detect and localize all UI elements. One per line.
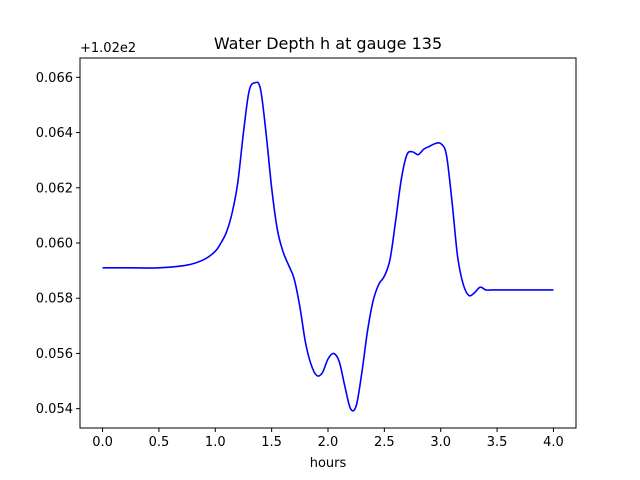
y-tick-label: 0.066 <box>36 71 73 86</box>
x-tick-label: 3.0 <box>430 435 451 450</box>
x-tick-label: 0.5 <box>149 435 170 450</box>
plot-area <box>79 57 577 429</box>
x-tick-label: 2.5 <box>374 435 395 450</box>
x-tick-label: 2.0 <box>318 435 339 450</box>
series-line <box>102 81 554 412</box>
x-axis: 0.0 0.5 1.0 1.5 2.0 2.5 3.0 3.5 4.0 <box>92 428 564 450</box>
series-layer <box>102 81 554 412</box>
x-tick-label: 0.0 <box>92 435 113 450</box>
x-tick-label: 4.0 <box>543 435 564 450</box>
x-axis-label: hours <box>310 456 347 471</box>
y-tick-label: 0.058 <box>36 292 73 307</box>
x-tick-label: 1.0 <box>205 435 226 450</box>
y-tick-label: 0.054 <box>36 402 73 417</box>
y-tick-label: 0.062 <box>36 181 73 196</box>
y-tick-label: 0.060 <box>36 237 73 252</box>
y-offset-label: +1.02e2 <box>80 41 136 56</box>
y-tick-label: 0.064 <box>36 126 73 141</box>
plot-frame <box>79 57 577 429</box>
chart-title: Water Depth h at gauge 135 <box>214 34 442 53</box>
x-tick-label: 1.5 <box>261 435 282 450</box>
x-tick-label: 3.5 <box>487 435 508 450</box>
y-tick-label: 0.056 <box>36 347 73 362</box>
y-axis: 0.054 0.056 0.058 0.060 0.062 0.064 0.066 <box>36 71 80 417</box>
